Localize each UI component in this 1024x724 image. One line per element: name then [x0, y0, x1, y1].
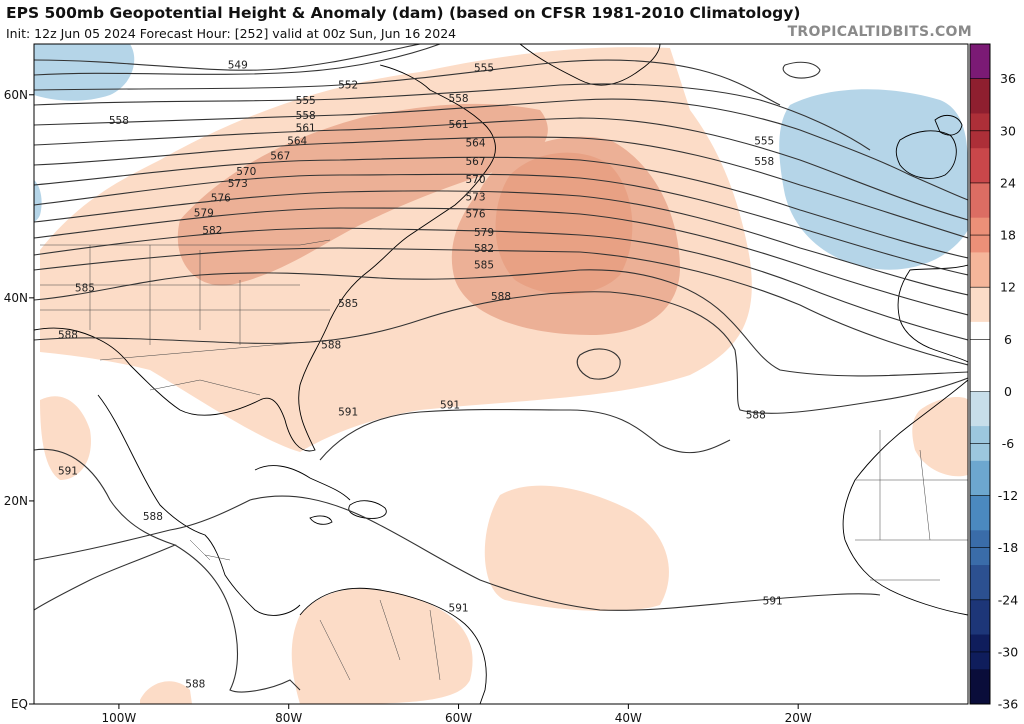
positive-anomaly-region: [177, 103, 548, 286]
contour-label: 552: [338, 80, 358, 92]
contour-label: 591: [440, 399, 460, 411]
contour-label: 591: [58, 465, 78, 477]
contour-label: 585: [474, 259, 494, 271]
positive-anomaly-region: [40, 396, 91, 480]
contour-label: 555: [474, 62, 494, 74]
contour-label: 558: [109, 115, 129, 127]
latitude-tick-label: 60N: [4, 88, 28, 102]
positive-anomaly-region: [140, 681, 192, 704]
map-title: EPS 500mb Geopotential Height & Anomaly …: [6, 4, 801, 22]
map-subtitle: Init: 12z Jun 05 2024 Forecast Hour: [25…: [6, 26, 457, 41]
colorbar-segment: [970, 460, 990, 497]
map-frame: [33, 43, 969, 705]
latitude-tick-label: 20N: [4, 494, 28, 508]
contour-label: 561: [449, 119, 469, 131]
contour-label: 588: [746, 410, 766, 422]
colorbar-label: -6: [1002, 436, 1015, 451]
negative-anomaly-region: [34, 180, 42, 222]
colorbar-label: 24: [1000, 175, 1016, 190]
latitude-tick-label: EQ: [11, 697, 28, 711]
contour-label: 558: [296, 110, 316, 122]
positive-anomaly-region: [912, 397, 968, 477]
contour-label: 555: [754, 135, 774, 147]
colorbar-label: 18: [1000, 228, 1016, 243]
contour-label: 588: [58, 329, 78, 341]
colorbar-segment: [970, 391, 990, 427]
political-borders: [40, 239, 968, 681]
longitude-tick-label: 60W: [445, 711, 472, 724]
contour-label: 588: [143, 511, 163, 523]
contour-label: 570: [466, 174, 486, 186]
colorbar-label: -12: [998, 488, 1018, 503]
contour-label: 582: [474, 243, 494, 255]
colorbar-label: 36: [1000, 71, 1016, 86]
contour-label: 573: [466, 191, 486, 203]
contour-label: 576: [466, 209, 486, 221]
contour-label: 561: [296, 122, 316, 134]
contour-label: 588: [185, 679, 205, 691]
colorbar-label: -36: [998, 697, 1018, 712]
colorbar-segment: [970, 252, 990, 288]
colorbar-segment: [970, 287, 990, 323]
longitude-tick-label: 100W: [102, 711, 137, 724]
longitude-axis: 100W 80W 60W 40W 20W: [102, 704, 812, 724]
brand-watermark: TROPICALTIDBITS.COM: [787, 24, 972, 40]
anomaly-shading: [34, 44, 968, 704]
contour-label: 573: [228, 178, 248, 190]
colorbar-segment: [970, 182, 990, 219]
colorbar-segment: [970, 148, 990, 184]
positive-anomaly-region: [484, 485, 669, 612]
contour-label: 585: [338, 298, 358, 310]
contour-label: 567: [466, 156, 486, 168]
contour-label: 549: [228, 59, 248, 71]
anomaly-colorbar: 36 30 24 18 12 6 0 -6 -12 -18 -24 -30 -36: [969, 43, 1018, 712]
colorbar-label: 0: [1004, 384, 1012, 399]
contour-label: 558: [449, 93, 469, 105]
longitude-tick-label: 40W: [615, 711, 642, 724]
colorbar-segment: [970, 495, 990, 531]
positive-anomaly-region: [495, 152, 633, 295]
colorbar-label: -24: [998, 592, 1018, 607]
negative-anomaly-region: [34, 44, 135, 101]
contour-label: 579: [194, 208, 214, 220]
longitude-tick-label: 20W: [785, 711, 812, 724]
negative-anomaly-region: [779, 89, 968, 270]
colorbar-segment: [970, 599, 990, 636]
positive-anomaly-region: [291, 588, 473, 704]
contour-label: 585: [75, 283, 95, 295]
contour-label: 564: [287, 135, 307, 147]
contour-label: 567: [270, 151, 290, 163]
colorbar-label: -18: [998, 540, 1018, 555]
contour-label: 591: [763, 595, 783, 607]
latitude-axis: 60N 40N 20N EQ: [4, 88, 34, 711]
contour-label: 570: [236, 166, 256, 178]
colorbar-label: 30: [1000, 123, 1016, 138]
colorbar-segment: [970, 565, 990, 601]
contour-label: 579: [474, 227, 494, 239]
height-contours: [34, 44, 968, 693]
contour-label: 576: [211, 192, 231, 204]
contour-label: 591: [338, 407, 358, 419]
colorbar-segment: [970, 44, 990, 80]
contour-label: 582: [202, 225, 222, 237]
contour-label: 555: [296, 95, 316, 107]
colorbar-segment: [970, 669, 990, 705]
longitude-tick-label: 80W: [275, 711, 302, 724]
colorbar-label: 6: [1004, 332, 1012, 347]
colorbar-label: -30: [998, 644, 1018, 659]
contour-label: 588: [321, 340, 341, 352]
contour-label: 588: [491, 291, 511, 303]
contour-label: 591: [449, 603, 469, 615]
contour-label: 564: [466, 137, 486, 149]
latitude-tick-label: 40N: [4, 291, 28, 305]
contour-label: 558: [754, 156, 774, 168]
colorbar-segment: [970, 78, 990, 114]
colorbar-segment: [970, 356, 990, 392]
colorbar-label: 12: [1000, 280, 1016, 295]
